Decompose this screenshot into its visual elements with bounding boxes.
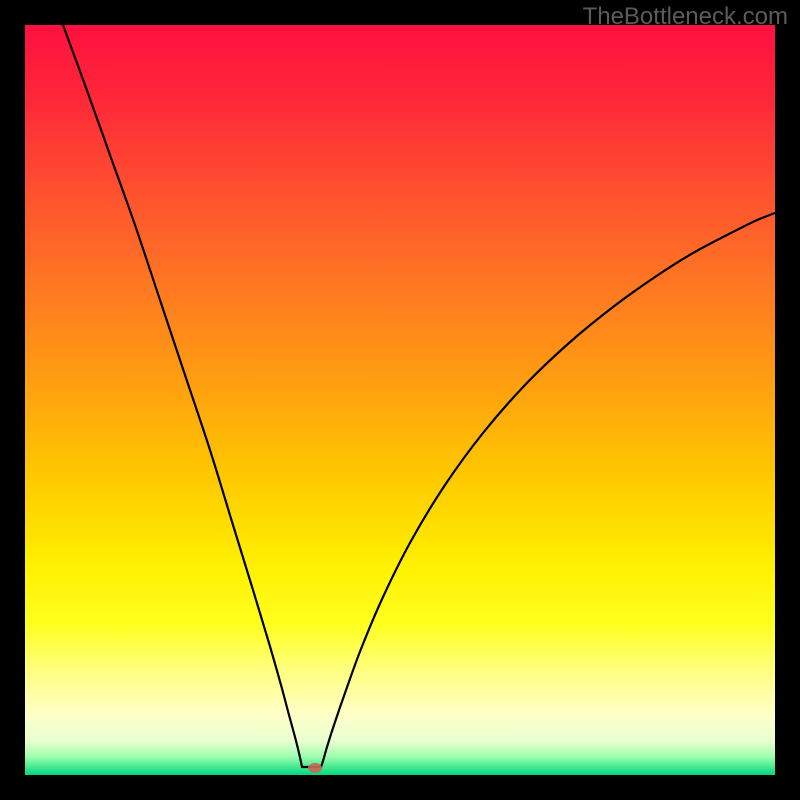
frame-right — [775, 0, 800, 800]
frame-bottom — [0, 775, 800, 800]
bottleneck-marker — [308, 763, 322, 773]
watermark-text: TheBottleneck.com — [583, 3, 788, 31]
frame-left — [0, 0, 25, 800]
bottleneck-chart — [0, 0, 800, 800]
plot-gradient-bg — [25, 25, 775, 775]
